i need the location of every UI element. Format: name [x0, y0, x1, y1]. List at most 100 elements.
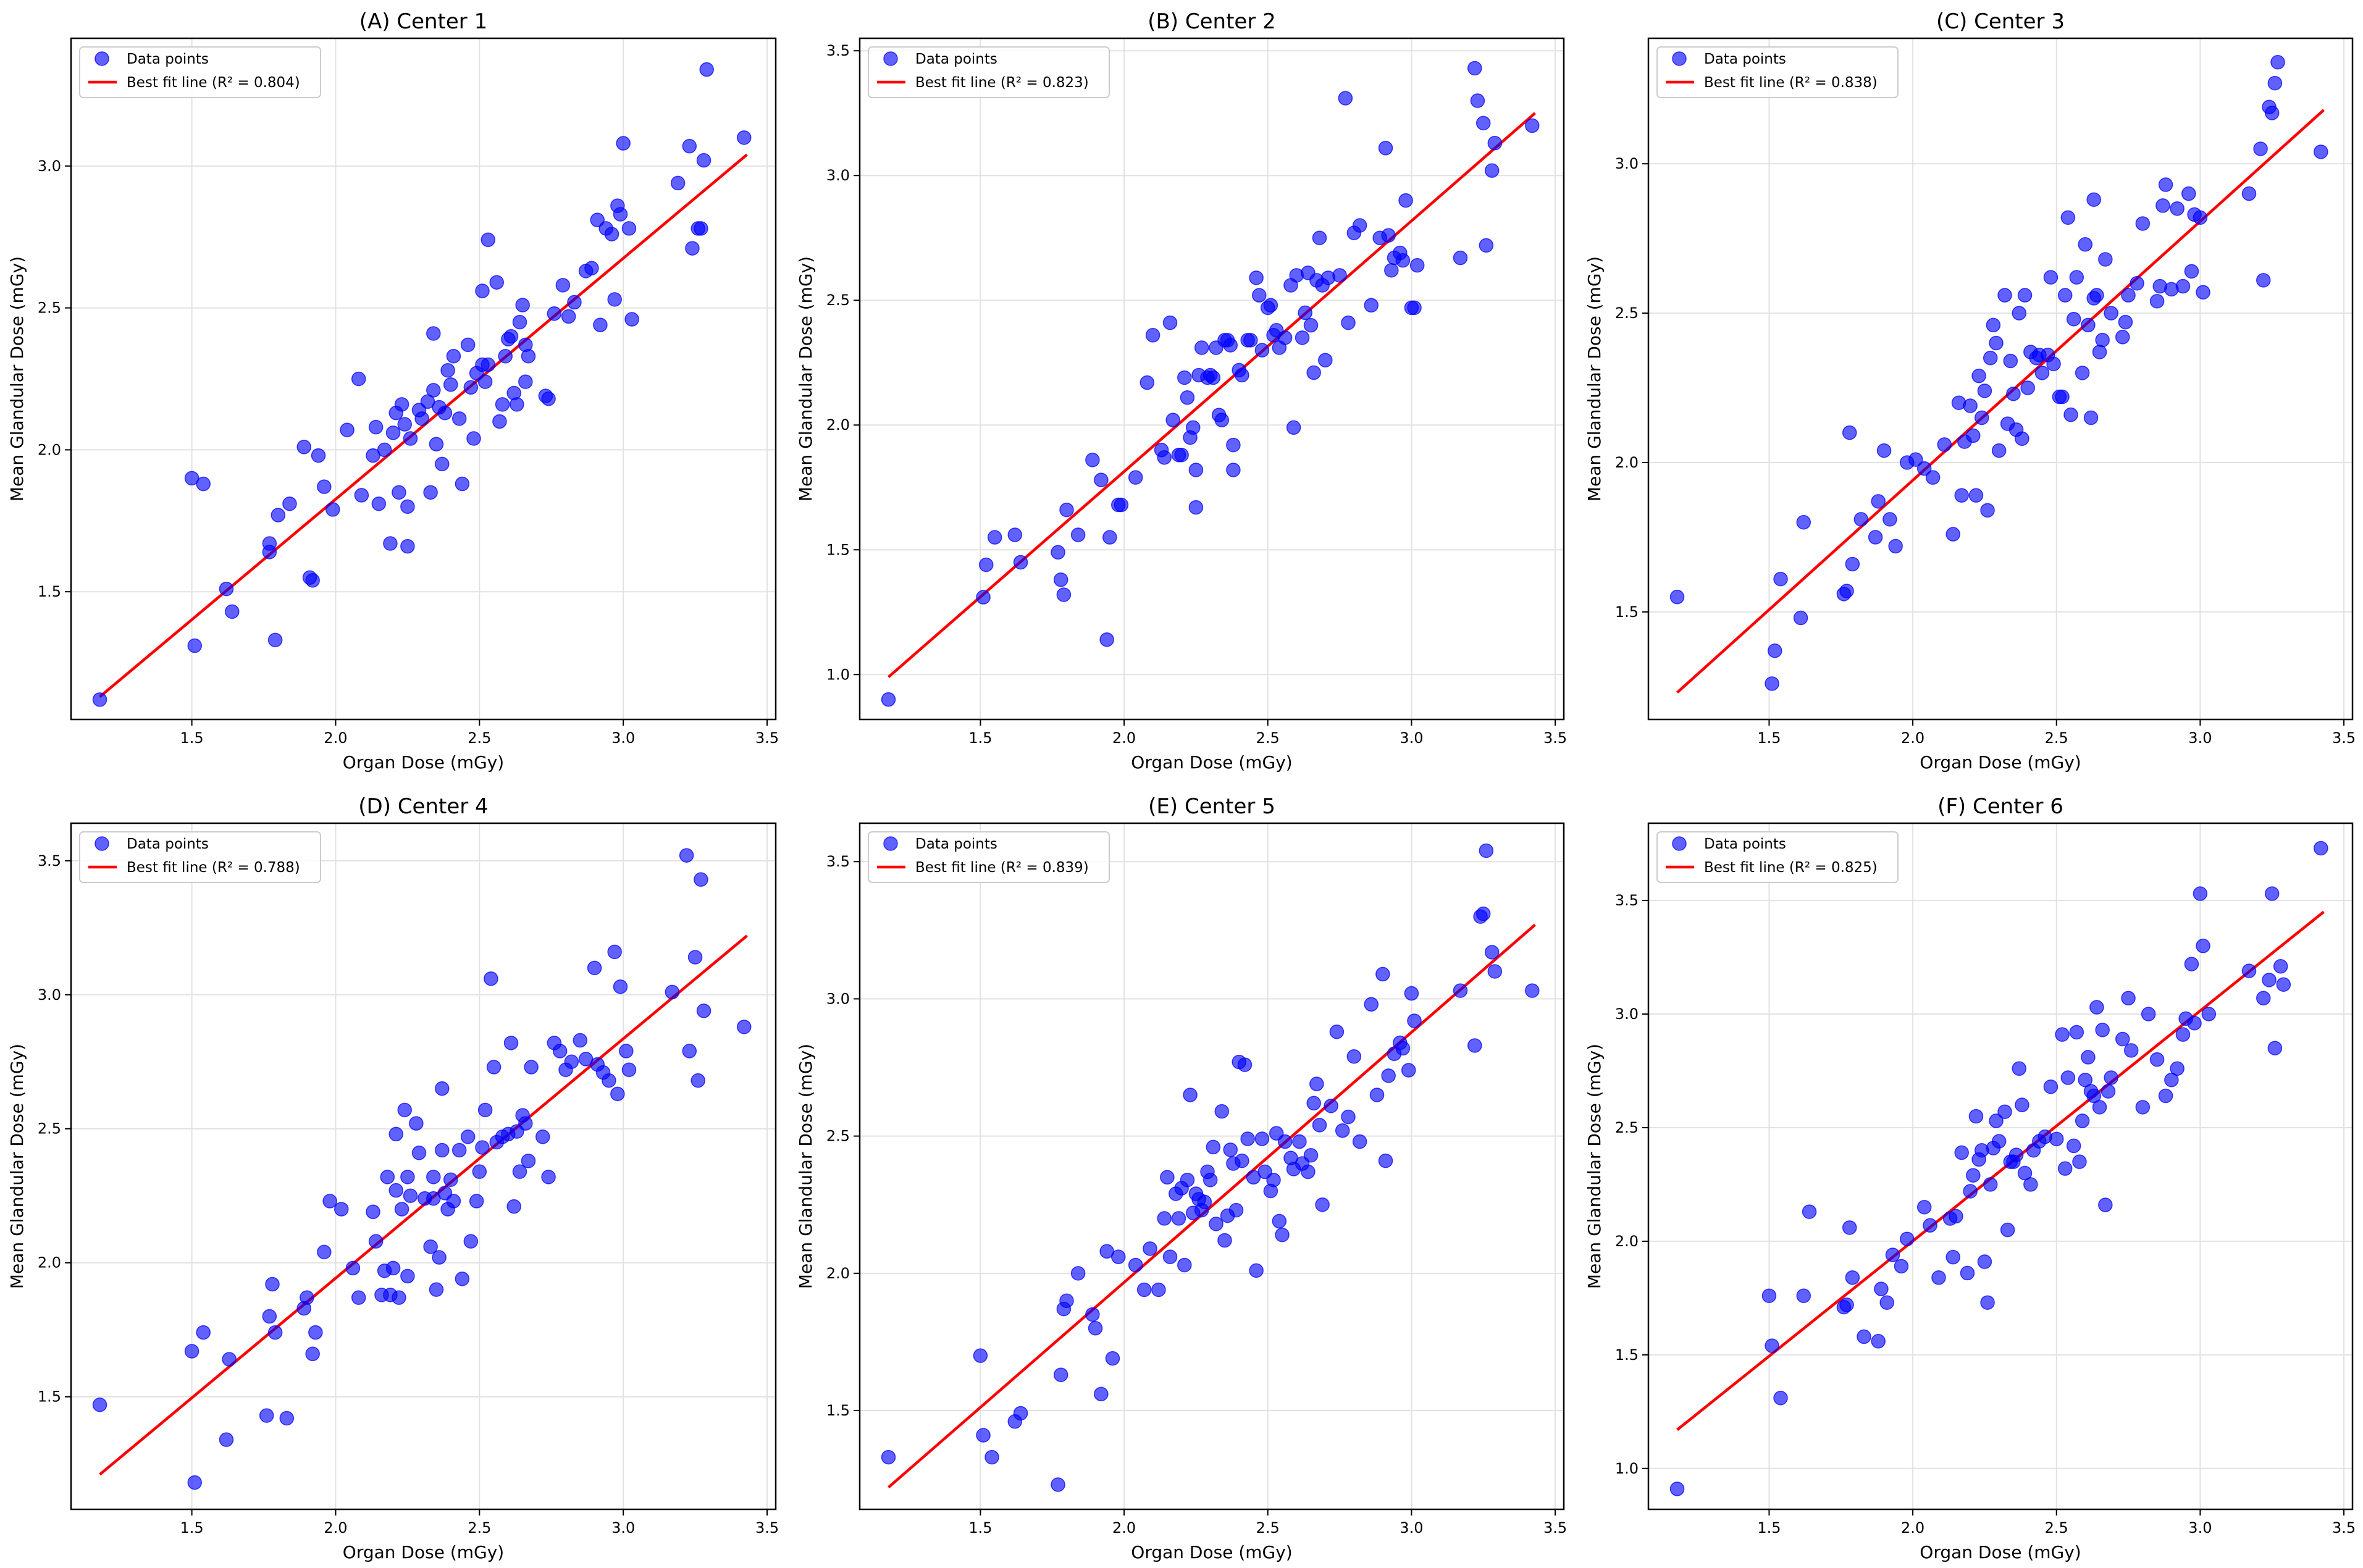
data-point — [311, 448, 326, 463]
data-point — [1395, 1041, 1411, 1056]
x-tick-label: 3.0 — [611, 729, 635, 747]
data-point — [1908, 452, 1923, 467]
data-point — [2149, 293, 2165, 309]
data-point — [976, 590, 991, 605]
data-point — [1206, 1139, 1221, 1155]
y-tick-label: 1.5 — [826, 1402, 850, 1419]
data-point — [437, 405, 453, 421]
data-point — [1479, 843, 1494, 858]
chart-title: (D) Center 4 — [358, 794, 488, 819]
data-point — [1484, 945, 1500, 960]
data-point — [1151, 1282, 1166, 1298]
data-point — [1487, 964, 1503, 979]
data-point — [1102, 530, 1117, 545]
data-point — [1669, 589, 1685, 605]
data-point — [187, 1475, 203, 1490]
data-point — [1301, 1164, 1316, 1180]
data-point — [2066, 1138, 2081, 1154]
data-point — [1243, 333, 1258, 348]
y-tick-label: 2.0 — [1615, 454, 1639, 471]
data-point — [1309, 1076, 1324, 1091]
data-point — [1931, 1270, 1946, 1285]
data-point — [1223, 338, 1238, 353]
legend-label-points: Data points — [127, 836, 209, 852]
data-point — [1793, 610, 1808, 626]
data-point — [267, 632, 283, 648]
data-point — [2089, 1000, 2104, 1015]
data-point — [1352, 1134, 1367, 1149]
data-point — [2015, 1097, 2029, 1112]
data-point — [1162, 1249, 1178, 1264]
data-point — [2069, 270, 2084, 285]
y-tick-label: 3.0 — [1615, 155, 1639, 172]
data-point — [394, 1202, 409, 1217]
data-point — [1306, 365, 1321, 380]
data-point — [1157, 450, 1172, 465]
legend-label-fit-line: Best fit line (R² = 0.788) — [127, 860, 300, 876]
data-point — [1177, 1257, 1192, 1273]
data-point — [225, 604, 240, 619]
data-point — [409, 1116, 424, 1131]
data-point — [2008, 1147, 2024, 1162]
x-tick-label: 3.5 — [2332, 1519, 2356, 1537]
data-point — [1381, 1068, 1396, 1083]
data-point — [2314, 841, 2328, 856]
legend-marker-points — [883, 836, 898, 851]
data-point — [881, 692, 896, 707]
data-point — [1839, 1298, 1854, 1312]
x-tick-label: 2.0 — [1901, 1519, 1924, 1537]
data-point — [2023, 1177, 2038, 1192]
data-point — [1369, 1088, 1385, 1102]
data-point — [2123, 1043, 2139, 1058]
x-tick-label: 3.5 — [755, 1519, 779, 1537]
data-point — [503, 329, 519, 344]
data-point — [2020, 380, 2035, 395]
data-point — [1085, 1307, 1100, 1322]
data-point — [400, 1170, 415, 1184]
data-point — [1977, 384, 1992, 398]
data-point — [1197, 1194, 1212, 1210]
data-point — [1056, 587, 1072, 602]
data-point — [1051, 1477, 1065, 1492]
legend-label-points: Data points — [1704, 836, 1786, 852]
data-point — [1235, 367, 1249, 383]
data-point — [2012, 1061, 2026, 1076]
data-point — [495, 397, 510, 412]
data-point — [1960, 1265, 1975, 1281]
data-point — [426, 326, 441, 341]
data-point — [696, 1004, 711, 1018]
data-point — [1991, 1134, 2007, 1149]
data-point — [2241, 963, 2257, 978]
data-point — [282, 496, 297, 511]
data-point — [2092, 345, 2107, 359]
data-point — [2256, 273, 2271, 288]
data-point — [1223, 1142, 1238, 1157]
data-point — [1263, 298, 1278, 313]
data-point — [2256, 991, 2271, 1006]
data-point — [1842, 1220, 1857, 1235]
data-point — [420, 394, 435, 409]
data-point — [300, 1290, 314, 1305]
data-point — [469, 1194, 484, 1209]
data-point — [682, 138, 697, 154]
data-point — [1467, 61, 1482, 76]
data-point — [2175, 279, 2191, 294]
data-point — [1085, 453, 1100, 467]
data-point — [624, 312, 639, 327]
data-point — [1923, 1218, 1937, 1233]
data-point — [489, 275, 505, 290]
data-point — [2262, 973, 2277, 987]
data-point — [1254, 1131, 1270, 1146]
data-point — [475, 283, 490, 298]
y-tick-label: 1.0 — [1615, 1460, 1639, 1477]
x-tick-label: 2.0 — [1901, 729, 1924, 747]
data-point — [498, 348, 513, 364]
data-point — [2196, 285, 2210, 300]
data-point — [388, 1126, 404, 1142]
data-point — [1266, 1172, 1281, 1188]
data-point — [1409, 258, 1425, 273]
data-point — [411, 1146, 427, 1160]
data-point — [976, 1428, 991, 1443]
x-axis-label: Organ Dose (mGy) — [343, 1542, 504, 1562]
data-point — [2072, 1154, 2087, 1169]
